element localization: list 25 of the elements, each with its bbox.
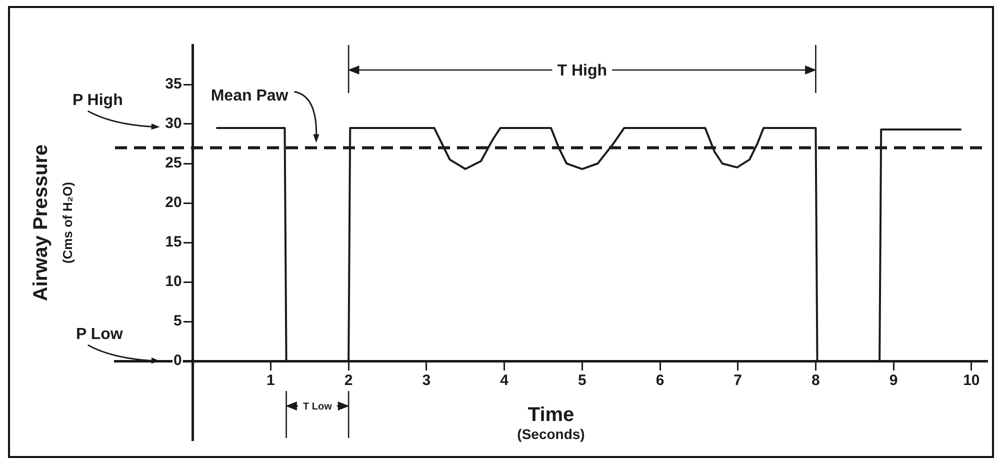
- x-tick-label: 4: [500, 372, 510, 390]
- x-tick-label: 9: [889, 372, 898, 390]
- y-tick-label: 15: [165, 234, 182, 251]
- x-tick-label: 3: [422, 372, 431, 390]
- x-axis-title: Time (Seconds): [517, 404, 585, 442]
- annotation: T High: [557, 62, 608, 80]
- x-tick-label: 5: [578, 372, 586, 390]
- x-tick-label: 6: [656, 372, 664, 390]
- y-axis-title: Airway Pressure (Cms of H₂O): [30, 144, 75, 302]
- y-tick-label: 30: [165, 115, 182, 132]
- x-tick-label: 1: [266, 372, 275, 390]
- y-tick-label: 5: [174, 312, 182, 330]
- x-tick-label: 7: [734, 372, 742, 390]
- ref-line-label: Mean Paw: [210, 88, 289, 105]
- x-tick-label: 8: [812, 372, 820, 390]
- y-tick-label: 25: [165, 154, 182, 172]
- y-tick-label: 10: [165, 273, 182, 290]
- x-tick-label: 2: [344, 372, 353, 390]
- x-tick-label: 10: [963, 372, 980, 390]
- annotation: P Low: [76, 326, 124, 343]
- y-tick-label: 20: [165, 194, 182, 212]
- y-tick-label: 35: [165, 76, 182, 93]
- annotation: T Low: [302, 402, 332, 412]
- y-tick-label: 0: [174, 352, 182, 370]
- annotation: P High: [72, 92, 123, 109]
